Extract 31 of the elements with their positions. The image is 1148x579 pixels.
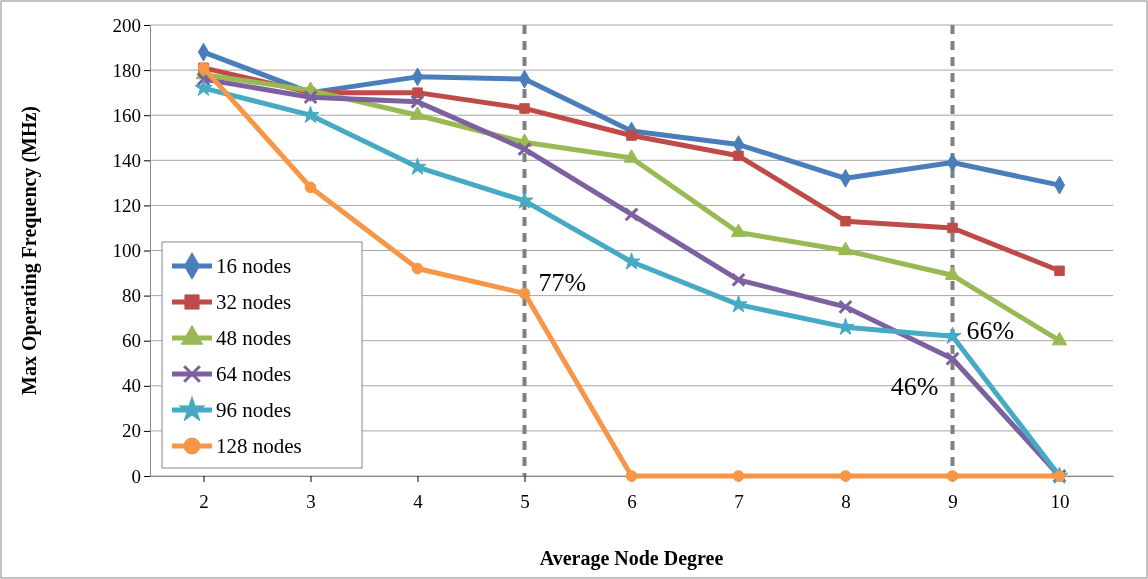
legend-label: 64 nodes bbox=[216, 362, 292, 387]
y-tick-label: 200 bbox=[112, 14, 141, 36]
legend-label: 48 nodes bbox=[216, 326, 292, 351]
x-tick-label: 7 bbox=[734, 490, 744, 512]
x-tick-label: 4 bbox=[413, 490, 424, 512]
y-tick-label: 160 bbox=[112, 104, 141, 126]
y-tick-label: 60 bbox=[122, 330, 141, 352]
x-tick-label: 10 bbox=[1050, 490, 1070, 512]
legend-label: 128 nodes bbox=[216, 434, 302, 459]
y-tick-label: 180 bbox=[112, 59, 141, 81]
x-tick-label: 8 bbox=[841, 490, 851, 512]
annotation: 46% bbox=[890, 371, 939, 401]
x-axis-title: Average Node Degree bbox=[539, 547, 724, 570]
y-tick-label: 140 bbox=[112, 149, 141, 171]
y-tick-label: 80 bbox=[122, 285, 141, 307]
legend-label: 16 nodes bbox=[216, 254, 292, 279]
x-tick-label: 3 bbox=[306, 490, 316, 512]
y-tick-label: 0 bbox=[131, 465, 141, 487]
x-tick-label: 5 bbox=[520, 490, 530, 512]
x-tick-label: 2 bbox=[199, 490, 209, 512]
legend-label: 32 nodes bbox=[216, 290, 292, 315]
y-tick-label: 20 bbox=[122, 420, 141, 442]
x-tick-label: 9 bbox=[948, 490, 958, 512]
annotation: 66% bbox=[966, 315, 1015, 345]
y-axis-title: Max Operating Frequency (MHz) bbox=[18, 105, 41, 396]
legend-label: 96 nodes bbox=[216, 398, 292, 423]
y-tick-label: 40 bbox=[122, 375, 141, 397]
y-tick-label: 100 bbox=[112, 240, 141, 262]
y-tick-label: 120 bbox=[112, 194, 141, 216]
annotation: 77% bbox=[538, 268, 587, 298]
x-tick-label: 6 bbox=[627, 490, 637, 512]
